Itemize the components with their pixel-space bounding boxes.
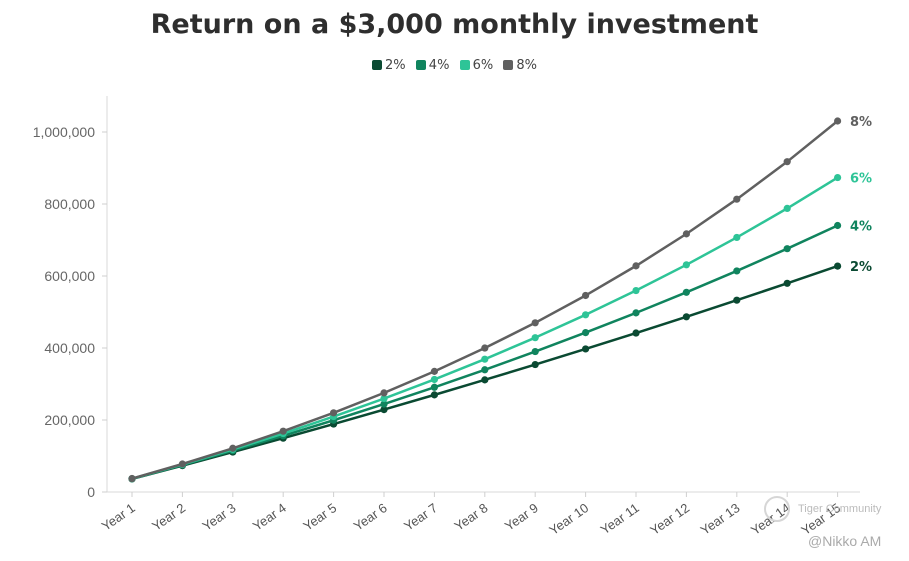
legend: 2% 4% 6% 8% — [0, 58, 909, 73]
series-line-8 — [131, 120, 839, 480]
data-point — [430, 383, 438, 391]
series-line-4 — [131, 224, 839, 480]
legend-item-4: 4% — [415, 58, 450, 73]
x-tick-label: Year 6 — [351, 500, 390, 534]
legend-swatch-2 — [372, 60, 383, 70]
y-tick-label: 400,000 — [44, 340, 95, 356]
data-point — [330, 409, 338, 417]
y-tick-label: 600,000 — [44, 268, 95, 284]
end-label-6: 6% — [850, 172, 872, 187]
data-point — [682, 230, 691, 238]
x-tick-label: Year 8 — [452, 500, 491, 534]
x-tick-label: Year 12 — [647, 500, 692, 538]
data-point — [834, 221, 842, 230]
data-point — [178, 460, 186, 468]
legend-label-4: 4% — [428, 58, 450, 73]
x-tick-label: Year 13 — [698, 500, 743, 538]
data-point — [380, 400, 388, 408]
data-point — [582, 311, 590, 319]
y-tick-label: 0 — [87, 484, 95, 500]
data-point — [733, 296, 741, 304]
data-point — [733, 233, 741, 242]
data-point — [380, 394, 388, 403]
end-label-4: 4% — [850, 219, 872, 234]
data-point — [632, 329, 640, 337]
x-tick-label: Year 11 — [598, 500, 642, 537]
data-point — [380, 389, 388, 397]
x-tick-label: Year 7 — [401, 500, 440, 534]
data-point — [783, 158, 791, 166]
data-point — [733, 267, 741, 275]
data-point — [481, 366, 489, 374]
x-tick-label: Year 3 — [200, 500, 239, 534]
end-label-8: 8% — [850, 115, 872, 130]
y-tick-label: 1,000,000 — [33, 124, 95, 140]
legend-swatch-6 — [459, 60, 470, 70]
data-point — [430, 391, 438, 399]
data-point — [481, 344, 489, 352]
data-point — [582, 291, 590, 300]
legend-item-2: 2% — [372, 58, 406, 73]
legend-label-6: 6% — [472, 58, 494, 73]
legend-item-8: 8% — [503, 58, 537, 73]
end-label-2: 2% — [850, 260, 872, 275]
x-tick-label: Year 1 — [99, 500, 138, 534]
data-point — [834, 262, 842, 270]
data-point — [481, 376, 489, 384]
series-line-6 — [131, 176, 839, 480]
data-point — [531, 334, 539, 342]
data-point — [682, 313, 691, 321]
data-point — [531, 347, 539, 356]
data-point — [783, 204, 791, 212]
watermark-handle: @Nikko AM — [808, 533, 882, 549]
x-tick-label: Year 9 — [502, 500, 541, 534]
legend-label-2: 2% — [385, 58, 406, 73]
data-point — [531, 319, 539, 327]
watermark-community: Tiger Community — [798, 503, 882, 515]
x-tick-label: Year 2 — [149, 500, 188, 534]
legend-item-6: 6% — [459, 58, 494, 73]
data-point — [531, 360, 539, 369]
legend-label-8: 8% — [516, 58, 537, 73]
data-point — [783, 279, 791, 287]
data-point — [430, 375, 438, 384]
data-point — [682, 288, 691, 296]
tiger-logo-icon — [764, 496, 790, 522]
data-point — [380, 405, 388, 414]
y-tick-label: 200,000 — [44, 412, 95, 428]
chart-title: Return on a $3,000 monthly investment — [150, 9, 759, 40]
data-point — [582, 328, 590, 337]
data-point — [481, 355, 489, 363]
data-point — [733, 195, 741, 203]
data-point — [632, 262, 640, 270]
legend-swatch-8 — [503, 60, 514, 70]
data-point — [582, 345, 590, 353]
data-point — [834, 173, 842, 182]
x-tick-label: Year 5 — [300, 500, 339, 534]
data-point — [632, 309, 640, 317]
legend-swatch-4 — [415, 60, 426, 70]
x-tick-label: Year 10 — [546, 500, 591, 538]
data-point — [128, 474, 136, 483]
data-point — [279, 427, 287, 435]
data-point — [783, 245, 791, 253]
data-point — [430, 367, 438, 375]
x-tick-label: Year 4 — [250, 500, 289, 534]
data-point — [834, 117, 842, 125]
data-point — [229, 444, 237, 452]
y-tick-label: 800,000 — [44, 196, 95, 212]
data-point — [632, 286, 640, 295]
data-point — [682, 261, 691, 269]
